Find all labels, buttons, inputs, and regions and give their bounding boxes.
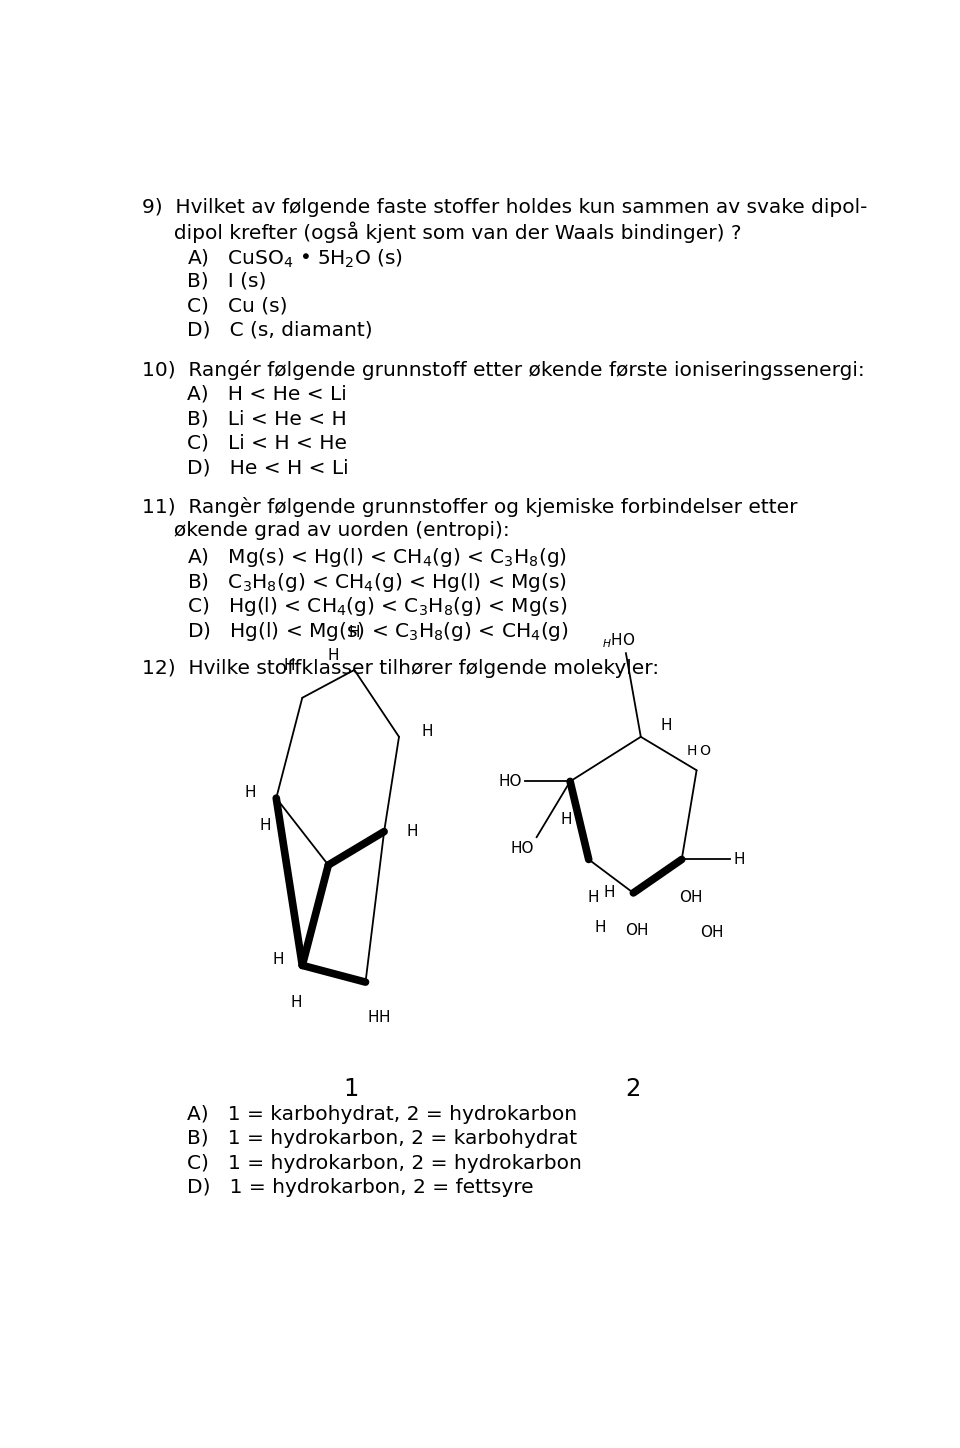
Text: D)   He < H < Li: D) He < H < Li	[187, 458, 348, 476]
Text: C)   Hg(l) < CH$_4$(g) < C$_3$H$_8$(g) < Mg(s): C) Hg(l) < CH$_4$(g) < C$_3$H$_8$(g) < M…	[187, 595, 567, 618]
Text: B)   C$_3$H$_8$(g) < CH$_4$(g) < Hg(l) < Mg(s): B) C$_3$H$_8$(g) < CH$_4$(g) < Hg(l) < M…	[187, 571, 567, 594]
Text: B)   Li < He < H: B) Li < He < H	[187, 408, 347, 429]
Text: B)   I (s): B) I (s)	[187, 272, 266, 291]
Text: H: H	[406, 824, 418, 838]
Text: H: H	[291, 995, 302, 1011]
Text: dipol krefter (også kjent som van der Waals bindinger) ?: dipol krefter (også kjent som van der Wa…	[142, 222, 742, 243]
Text: A)   1 = karbohydrat, 2 = hydrokarbon: A) 1 = karbohydrat, 2 = hydrokarbon	[187, 1105, 577, 1124]
Text: OH: OH	[625, 922, 649, 938]
Text: 10)  Rangér følgende grunnstoff etter økende første ioniseringssenergi:: 10) Rangér følgende grunnstoff etter øke…	[142, 361, 865, 379]
Text: H: H	[421, 724, 433, 738]
Text: C)   Cu (s): C) Cu (s)	[187, 297, 287, 316]
Text: H: H	[379, 1011, 391, 1025]
Text: H: H	[260, 818, 272, 833]
Text: B)   1 = hydrokarbon, 2 = karbohydrat: B) 1 = hydrokarbon, 2 = karbohydrat	[187, 1129, 577, 1148]
Text: H: H	[245, 785, 256, 801]
Text: A)   H < He < Li: A) H < He < Li	[187, 385, 347, 404]
Text: C)   1 = hydrokarbon, 2 = hydrokarbon: C) 1 = hydrokarbon, 2 = hydrokarbon	[187, 1154, 582, 1173]
Text: 2: 2	[626, 1077, 641, 1100]
Text: økende grad av uorden (entropi):: økende grad av uorden (entropi):	[142, 520, 510, 540]
Text: H: H	[594, 919, 606, 934]
Text: H: H	[588, 889, 599, 905]
Text: 9)  Hvilket av følgende faste stoffer holdes kun sammen av svake dipol-: 9) Hvilket av følgende faste stoffer hol…	[142, 198, 868, 217]
Text: D)   C (s, diamant): D) C (s, diamant)	[187, 321, 372, 340]
Text: H: H	[328, 647, 340, 663]
Text: H: H	[273, 953, 284, 967]
Text: HO: HO	[498, 773, 522, 789]
Text: H: H	[283, 659, 295, 673]
Text: 11)  Rangèr følgende grunnstoffer og kjemiske forbindelser etter: 11) Rangèr følgende grunnstoffer og kjem…	[142, 497, 798, 517]
Text: H: H	[733, 851, 745, 867]
Text: D)   Hg(l) < Mg(s) < C$_3$H$_8$(g) < CH$_4$(g): D) Hg(l) < Mg(s) < C$_3$H$_8$(g) < CH$_4…	[187, 620, 568, 643]
Text: HO: HO	[511, 840, 535, 856]
Text: H: H	[561, 811, 572, 827]
Text: A)   Mg(s) < Hg(l) < CH$_4$(g) < C$_3$H$_8$(g): A) Mg(s) < Hg(l) < CH$_4$(g) < C$_3$H$_8…	[187, 546, 567, 569]
Text: C)   Li < H < He: C) Li < H < He	[187, 433, 347, 453]
Text: 1: 1	[343, 1077, 358, 1100]
Text: D)   1 = hydrokarbon, 2 = fettsyre: D) 1 = hydrokarbon, 2 = fettsyre	[187, 1179, 534, 1197]
Text: H: H	[603, 885, 614, 901]
Text: 12)  Hvilke stoffklasser tilhører følgende molekyler:: 12) Hvilke stoffklasser tilhører følgend…	[142, 659, 660, 678]
Text: A)   CuSO$_4$ • 5H$_2$O (s): A) CuSO$_4$ • 5H$_2$O (s)	[187, 248, 403, 269]
Text: OH: OH	[679, 889, 703, 905]
Text: H O: H O	[686, 744, 710, 757]
Text: H: H	[368, 1011, 379, 1025]
Text: H: H	[348, 626, 360, 640]
Text: OH: OH	[700, 925, 723, 940]
Text: H: H	[660, 718, 672, 733]
Text: $_H$HO: $_H$HO	[602, 631, 636, 650]
